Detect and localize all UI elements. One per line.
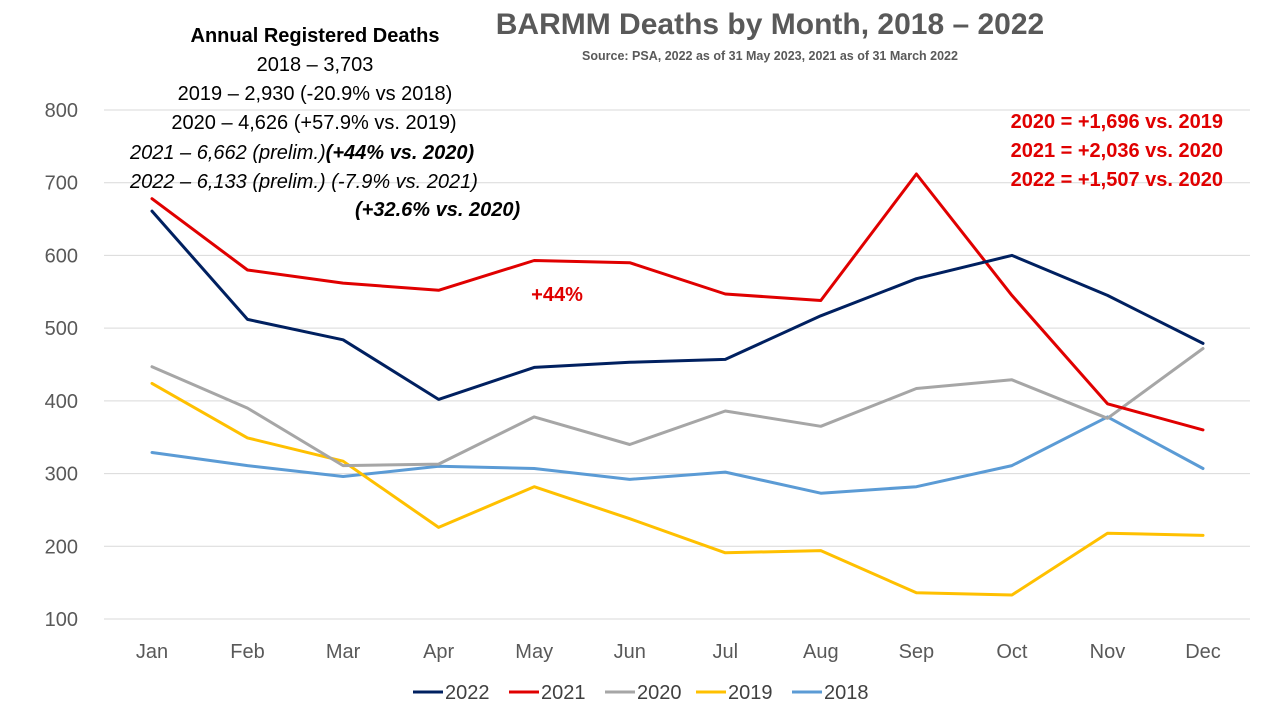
y-tick-label: 200 xyxy=(45,536,78,558)
legend-label: 2022 xyxy=(445,682,490,704)
x-tick-label: Oct xyxy=(996,641,1028,663)
annual-2022: 2022 – 6,133 (prelim.) (-7.9% vs. 2021) xyxy=(129,171,478,193)
x-axis-ticks: Jan Feb Mar Apr May Jun Jul Aug Sep Oct Nov Dec xyxy=(136,641,1221,663)
x-tick-label: Nov xyxy=(1090,641,1126,663)
annual-2021-change: (+44% vs. 2020) xyxy=(326,142,475,164)
legend-label: 2021 xyxy=(541,682,586,704)
annual-heading: Annual Registered Deaths xyxy=(191,25,440,47)
x-tick-label: Jul xyxy=(712,641,738,663)
legend-label: 2020 xyxy=(637,682,682,704)
series-line-2022 xyxy=(150,209,1205,401)
chart-subtitle: Source: PSA, 2022 as of 31 May 2023, 202… xyxy=(582,49,958,63)
annual-2018: 2018 – 3,703 xyxy=(257,54,374,76)
difference-annotation-block: 2020 = +1,696 vs. 2019 2021 = +2,036 vs.… xyxy=(1011,111,1223,191)
inline-percent-label: +44% xyxy=(531,284,583,306)
y-tick-label: 400 xyxy=(45,391,78,413)
x-tick-label: Mar xyxy=(326,641,361,663)
series-lines xyxy=(150,172,1205,597)
diff-2022: 2022 = +1,507 vs. 2020 xyxy=(1011,169,1223,191)
x-tick-label: Apr xyxy=(423,641,454,663)
x-tick-label: Aug xyxy=(803,641,839,663)
series-line-2018 xyxy=(150,415,1205,495)
y-axis-ticks: 100 200 300 400 500 600 700 800 xyxy=(45,100,78,631)
annual-2022-vs-2020: (+32.6% vs. 2020) xyxy=(355,199,520,221)
x-tick-label: May xyxy=(515,641,553,663)
annual-2019: 2019 – 2,930 (-20.9% vs 2018) xyxy=(178,83,453,105)
x-tick-label: Dec xyxy=(1185,641,1221,663)
y-tick-label: 500 xyxy=(45,318,78,340)
x-tick-label: Sep xyxy=(899,641,935,663)
annual-2021-value: 2021 – 6,662 (prelim.) xyxy=(129,142,326,164)
chart-title: BARMM Deaths by Month, 2018 – 2022 xyxy=(496,8,1044,41)
x-tick-label: Jun xyxy=(614,641,646,663)
annual-2021: 2021 – 6,662 (prelim.)(+44% vs. 2020) xyxy=(129,142,474,164)
y-tick-label: 300 xyxy=(45,464,78,486)
y-tick-label: 700 xyxy=(45,173,78,195)
legend-label: 2019 xyxy=(728,682,773,704)
annual-2020: 2020 – 4,626 (+57.9% vs. 2019) xyxy=(171,112,456,134)
series-line-2020 xyxy=(150,347,1205,468)
series-line-2021 xyxy=(150,172,1205,432)
legend: 2022 2021 2020 2019 2018 xyxy=(413,682,869,704)
y-tick-label: 600 xyxy=(45,245,78,267)
annual-annotation-block: Annual Registered Deaths 2018 – 3,703 20… xyxy=(129,25,520,221)
series-line-2019 xyxy=(150,381,1205,597)
y-tick-label: 100 xyxy=(45,609,78,631)
x-tick-label: Jan xyxy=(136,641,168,663)
diff-2020: 2020 = +1,696 vs. 2019 xyxy=(1011,111,1223,133)
x-tick-label: Feb xyxy=(230,641,264,663)
diff-2021: 2021 = +2,036 vs. 2020 xyxy=(1011,140,1223,162)
legend-label: 2018 xyxy=(824,682,869,704)
y-tick-label: 800 xyxy=(45,100,78,122)
